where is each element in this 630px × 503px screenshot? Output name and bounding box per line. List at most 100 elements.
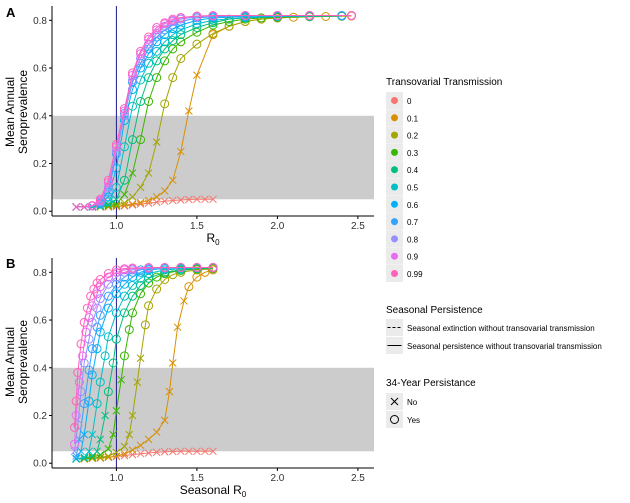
shape-legend-item: Yes [386,411,420,428]
point-extinct [184,447,193,456]
linetype-legend-item: Seasonal persistence without transovaria… [386,337,602,354]
point-extinct [128,169,137,177]
point-extinct [75,435,84,444]
point-persist [103,291,113,301]
point-persist [272,11,282,21]
x-axis-label: R0 [206,231,220,247]
point-extinct [136,354,145,363]
point-extinct [152,193,161,201]
point-persist [95,274,105,284]
point-persist [176,54,186,63]
point-persist [111,334,121,344]
point-extinct [93,447,101,456]
point-extinct [104,200,113,208]
panel-a: A 0.0 0.2 0.4 0.6 0.8 1.0 1.5 2.0 2.5 R0 Mean An… [3,5,374,247]
point-extinct [168,196,177,205]
point-persist [92,303,102,313]
point-extinct [209,195,217,204]
point-persist [92,322,102,332]
point-persist [119,104,129,114]
point-extinct [173,323,182,332]
point-extinct [120,199,129,207]
legend-color-dot [391,200,398,208]
point-persist [192,39,202,49]
point-persist [128,135,137,145]
legend-color-label: 0.2 [407,132,419,141]
legend-color-dot [391,235,398,243]
point-extinct [96,435,105,444]
point-extinct [88,454,97,462]
point-persist [103,279,113,289]
legend-color-dot [391,270,398,277]
point-extinct [112,448,121,457]
legend-color-label: 0.1 [407,114,419,123]
point-persist [95,194,105,204]
point-extinct [160,187,169,195]
point-persist [160,263,170,273]
point-extinct [184,107,193,115]
point-extinct [209,447,217,456]
color-legend-item: 0.3 [386,143,419,161]
point-persist [144,73,154,83]
point-persist [224,21,234,31]
color-legend-item: 0.2 [386,126,419,144]
legend-color-label: 0.6 [407,201,419,210]
shape-legend-items: No Yes [386,393,420,428]
point-extinct [152,138,161,146]
point-extinct [136,183,145,192]
point-extinct [136,198,145,207]
point-persist [103,332,113,342]
point-extinct [128,193,137,201]
point-persist [82,303,92,313]
point-persist [136,46,146,56]
point-persist [71,396,81,406]
point-extinct [88,430,97,439]
x-tick-label: 2.5 [351,473,365,484]
series-0-99 [70,263,218,432]
series-line [76,269,214,460]
point-persist [92,399,102,409]
legend-color-dot [391,114,398,122]
point-persist [76,339,86,349]
point-persist [176,12,186,22]
point-extinct [128,201,137,209]
point-persist [160,99,170,109]
point-extinct [117,375,126,384]
point-persist [111,289,121,299]
point-extinct [128,446,137,454]
point-persist [144,301,154,311]
color-legend-title: Transovarial Transmission [386,77,502,88]
y-tick-label: 0.0 [33,207,47,218]
point-persist [128,70,137,80]
point-persist [160,44,170,54]
legend-color-label: 0.7 [407,218,419,227]
y-tick-label: 0.8 [33,16,47,27]
x-axis-label: Seasonal R0 [180,483,247,499]
point-persist [208,263,218,273]
shape-legend-title: 34-Year Persistance [386,378,476,389]
point-persist [140,320,150,330]
legend-color-label: 0.8 [407,235,419,244]
point-extinct [70,447,79,456]
x-tick-label: 2.0 [270,473,284,484]
legend-key-bg [386,411,403,428]
point-persist [71,411,81,420]
point-extinct [184,195,193,204]
point-extinct [136,441,145,450]
x-tick-label: 1.5 [190,221,204,232]
point-persist [152,56,162,66]
point-persist [95,377,105,387]
point-persist [95,310,105,320]
point-extinct [193,71,201,80]
point-persist [73,420,83,430]
shape-legend-item: No [386,393,418,410]
point-persist [152,284,162,294]
y-tick-label: 0.0 [33,459,47,470]
point-extinct [125,430,134,439]
point-extinct [176,447,185,456]
color-legend-item: 0.4 [386,161,419,179]
point-persist [103,387,113,397]
point-extinct [160,447,169,456]
point-extinct [80,453,89,462]
